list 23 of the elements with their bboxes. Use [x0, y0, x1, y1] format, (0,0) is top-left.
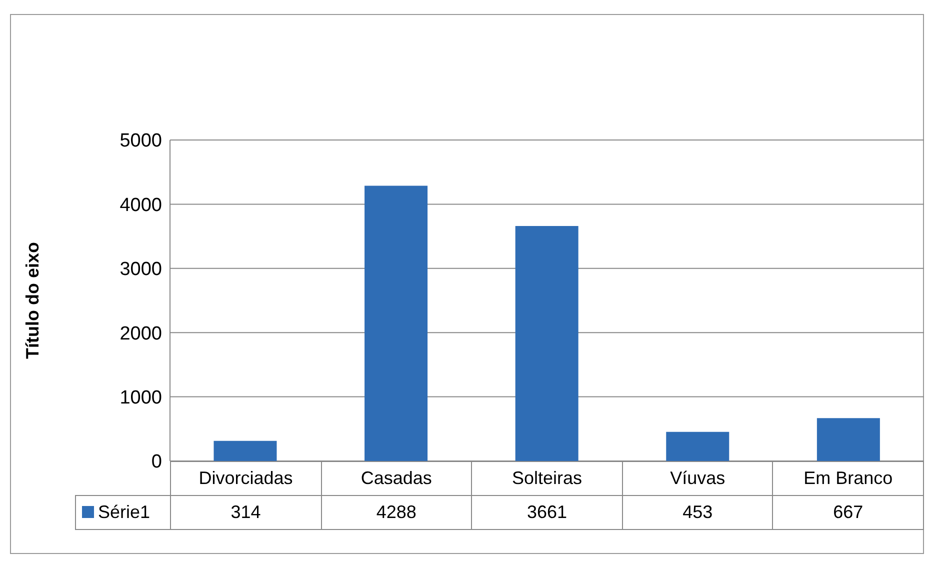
bar [816, 418, 880, 461]
data-label: 4288 [321, 496, 472, 530]
bar [214, 440, 277, 461]
data-label: 453 [622, 496, 773, 530]
legend-label: Série1 [76, 496, 170, 530]
data-label: 3661 [472, 496, 622, 530]
y-tick-label: 4000 [120, 194, 162, 216]
data-label: 667 [772, 496, 924, 530]
data-label: 314 [170, 496, 322, 530]
x-tick-label: Solteiras [472, 462, 622, 496]
bar [515, 226, 578, 461]
bar [364, 186, 428, 461]
y-tick-label: 3000 [120, 259, 162, 280]
y-axis-title: Título do eixo [22, 242, 42, 359]
y-tick-label: 0 [151, 452, 162, 473]
bar [666, 432, 730, 461]
x-tick-label: Víuvas [622, 462, 773, 496]
x-tick-label: Divorciadas [170, 462, 322, 496]
y-tick-label: 5000 [120, 130, 162, 152]
x-tick-label: Em Branco [772, 462, 924, 496]
x-tick-label: Casadas [321, 462, 472, 496]
y-tick-label: 1000 [120, 388, 162, 409]
y-tick-label: 2000 [120, 323, 162, 344]
